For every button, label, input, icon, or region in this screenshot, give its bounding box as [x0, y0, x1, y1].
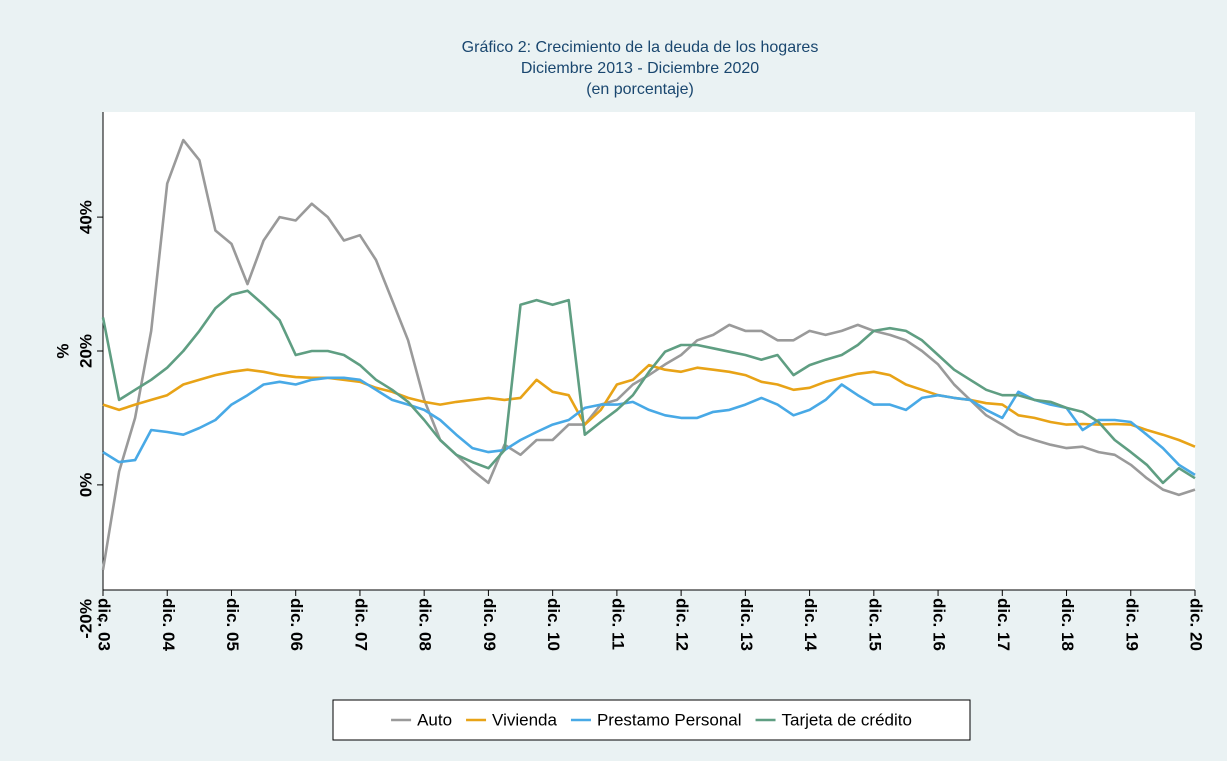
legend-label: Auto [417, 710, 452, 729]
x-tick-label: dic. 03 [95, 598, 114, 651]
x-tick-label: dic. 17 [994, 598, 1013, 651]
plot-area [103, 112, 1195, 590]
y-tick-label: 40% [76, 200, 95, 234]
series-line [102, 363, 1196, 448]
x-tick-label: dic. 08 [416, 598, 435, 651]
x-tick-label: dic. 16 [930, 598, 949, 651]
legend: Auto Vivienda Prestamo Personal Tarjeta de … [391, 710, 912, 729]
x-tick-label: dic. 11 [608, 598, 627, 650]
chart-note: (en porcentaje) [586, 81, 694, 98]
legend-box [332, 699, 971, 741]
x-tick-label: dic. 19 [1122, 598, 1141, 651]
x-tick-label: dic. 14 [801, 598, 820, 651]
y-tick-label: 20% [76, 334, 95, 368]
series-line [101, 289, 1196, 485]
x-tick-label: dic. 09 [480, 598, 499, 651]
x-tick-label: dic. 07 [351, 598, 370, 651]
x-tick-label: dic. 04 [159, 598, 178, 651]
x-tick-label: dic. 13 [737, 598, 756, 651]
y-tick-label: -20% [76, 599, 95, 639]
chart-title: Gráfico 2: Crecimiento de la deuda de lo… [462, 39, 819, 56]
legend-label: Prestamo Personal [597, 710, 742, 729]
legend-label: Tarjeta de crédito [782, 710, 912, 729]
x-tick-label: dic. 05 [223, 598, 242, 651]
x-tick-label: dic. 10 [544, 598, 563, 651]
x-tick-label: dic. 18 [1058, 598, 1077, 651]
series-line [101, 138, 1196, 571]
x-tick-label: dic. 20 [1187, 598, 1206, 651]
x-tick-label: dic. 15 [865, 598, 884, 651]
y-axis-title: % [53, 343, 72, 358]
chart-subtitle: Diciembre 2013 - Diciembre 2020 [521, 60, 759, 77]
series-line [102, 376, 1196, 477]
x-tick-label: dic. 06 [287, 598, 306, 651]
legend-label: Vivienda [492, 710, 557, 729]
y-tick-label: 0% [76, 473, 95, 498]
x-tick-label: dic. 12 [673, 598, 692, 651]
